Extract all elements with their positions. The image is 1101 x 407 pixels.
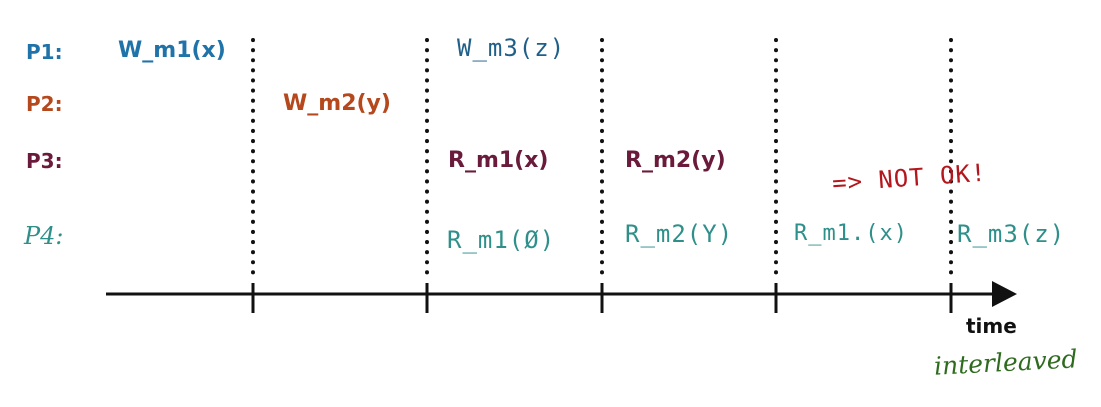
event-p3-r-m1: R_m1(x) [448, 148, 549, 173]
process-label-p1: P1: [26, 40, 63, 64]
event-p4-r-m2: R_m2(Y) [625, 220, 734, 248]
event-p4-r-m1-empty: R_m1(Ø) [447, 226, 556, 254]
event-p1-w-m3: W_m3(z) [457, 34, 566, 62]
time-dividers [251, 38, 953, 282]
time-axis [106, 283, 996, 313]
process-label-p4: P4: [24, 222, 64, 250]
event-p3-r-m2: R_m2(y) [625, 148, 726, 173]
event-p4-r-m3: R_m3(z) [957, 220, 1066, 248]
event-p1-w-m1: W_m1(x) [118, 38, 226, 63]
event-p4-r-m1-x: R_m1.(x) [794, 221, 908, 246]
interleaved-annotation: interleaved [933, 344, 1079, 381]
axis-arrow-head [992, 281, 1017, 307]
event-p2-w-m2: W_m2(y) [283, 91, 391, 116]
process-label-p2: P2: [26, 92, 63, 116]
process-label-p3: P3: [26, 149, 63, 173]
time-axis-label: time [966, 314, 1017, 338]
